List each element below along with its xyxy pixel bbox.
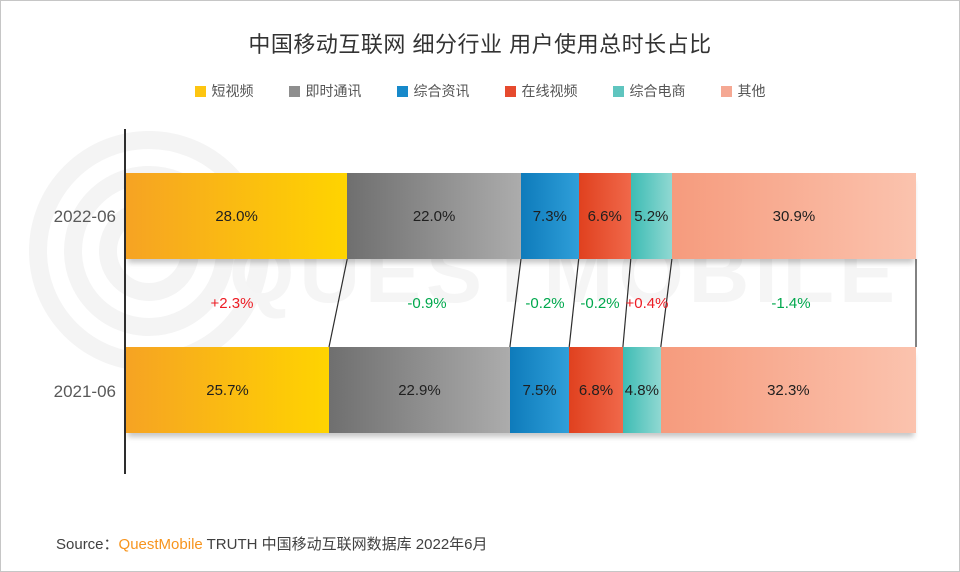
legend-label: 短视频	[211, 83, 254, 99]
legend-item-4: 综合电商	[612, 81, 686, 101]
legend-swatch-icon	[194, 85, 206, 97]
bar-segment-2: 7.5%	[509, 347, 570, 433]
bar-segment-2: 7.3%	[520, 173, 579, 259]
connector-line-4	[622, 259, 632, 347]
bar-segment-3: 6.8%	[569, 347, 623, 433]
change-label-5: -1.4%	[771, 295, 811, 312]
bar-segment-value: 5.2%	[634, 207, 669, 225]
source-prefix: Source：	[56, 536, 119, 553]
connector-line-1	[328, 259, 348, 347]
bar-segment-4: 4.8%	[622, 347, 661, 433]
bar-segment-0: 28.0%	[126, 173, 348, 259]
bar-segment-4: 5.2%	[630, 173, 672, 259]
bar-segment-value: 25.7%	[206, 381, 249, 399]
connector-line-5	[660, 259, 673, 347]
connector-line-3	[568, 259, 580, 347]
bar-segment-value: 22.0%	[412, 207, 456, 225]
legend-swatch-icon	[288, 85, 300, 97]
legend-label: 即时通讯	[305, 83, 362, 99]
bar-segment-value: 6.6%	[587, 207, 622, 225]
legend-item-1: 即时通讯	[288, 81, 362, 101]
bar-segment-value: 22.9%	[398, 381, 441, 399]
legend: 短视频 即时通讯 综合资讯 在线视频 综合电商 其他	[1, 81, 959, 101]
bar-segment-value: 6.8%	[578, 381, 614, 399]
legend-swatch-icon	[612, 85, 624, 97]
bar-segment-value: 30.9%	[772, 207, 816, 225]
category-label-2022-06: 2022-06	[53, 207, 116, 226]
bar-segment-value: 4.8%	[624, 381, 659, 399]
legend-swatch-icon	[504, 85, 516, 97]
change-label-2: -0.2%	[525, 295, 565, 312]
bar-segment-5: 30.9%	[671, 173, 916, 259]
legend-label: 综合电商	[629, 83, 686, 99]
legend-label: 在线视频	[521, 83, 578, 99]
category-label-2021-06: 2021-06	[53, 382, 116, 401]
bar-segment-value: 7.3%	[532, 207, 567, 225]
bar-segment-0: 25.7%	[126, 347, 330, 433]
source-brand: QuestMobile	[118, 536, 203, 553]
change-label-4: +0.4%	[625, 295, 669, 312]
bar-segment-value: 7.5%	[522, 381, 557, 399]
segment-connector-lines	[328, 259, 917, 347]
legend-item-3: 在线视频	[504, 81, 578, 101]
legend-label: 其他	[737, 83, 766, 99]
bar-segment-1: 22.0%	[347, 173, 521, 259]
legend-swatch-icon	[396, 85, 408, 97]
legend-label: 综合资讯	[413, 83, 470, 99]
bar-segment-value: 32.3%	[767, 381, 810, 399]
bar-segment-value: 28.0%	[215, 207, 258, 225]
legend-item-2: 综合资讯	[396, 81, 470, 101]
change-label-0: +2.3%	[210, 295, 254, 312]
legend-swatch-icon	[720, 85, 732, 97]
stacked-bar-2022-06: 28.0% 22.0% 7.3% 6.6% 5.2% 30.9%	[126, 173, 916, 259]
chart-title: 中国移动互联网 细分行业 用户使用总时长占比	[248, 32, 712, 57]
bar-segment-5: 32.3%	[660, 347, 916, 433]
bar-segment-1: 22.9%	[329, 347, 510, 433]
stacked-bar-2021-06: 25.7% 22.9% 7.5% 6.8% 4.8% 32.3%	[126, 347, 916, 433]
legend-item-5: 其他	[720, 81, 766, 101]
source-rest: TRUTH 中国移动互联网数据库 2022年6月	[202, 536, 488, 553]
y-axis-line	[124, 129, 126, 474]
change-label-3: -0.2%	[580, 295, 620, 312]
legend-item-0: 短视频	[194, 81, 254, 101]
source-line: Source：QuestMobile TRUTH 中国移动互联网数据库 2022…	[56, 533, 488, 554]
change-label-1: -0.9%	[407, 295, 447, 312]
bar-segment-3: 6.6%	[578, 173, 631, 259]
connector-line-2	[509, 259, 522, 347]
